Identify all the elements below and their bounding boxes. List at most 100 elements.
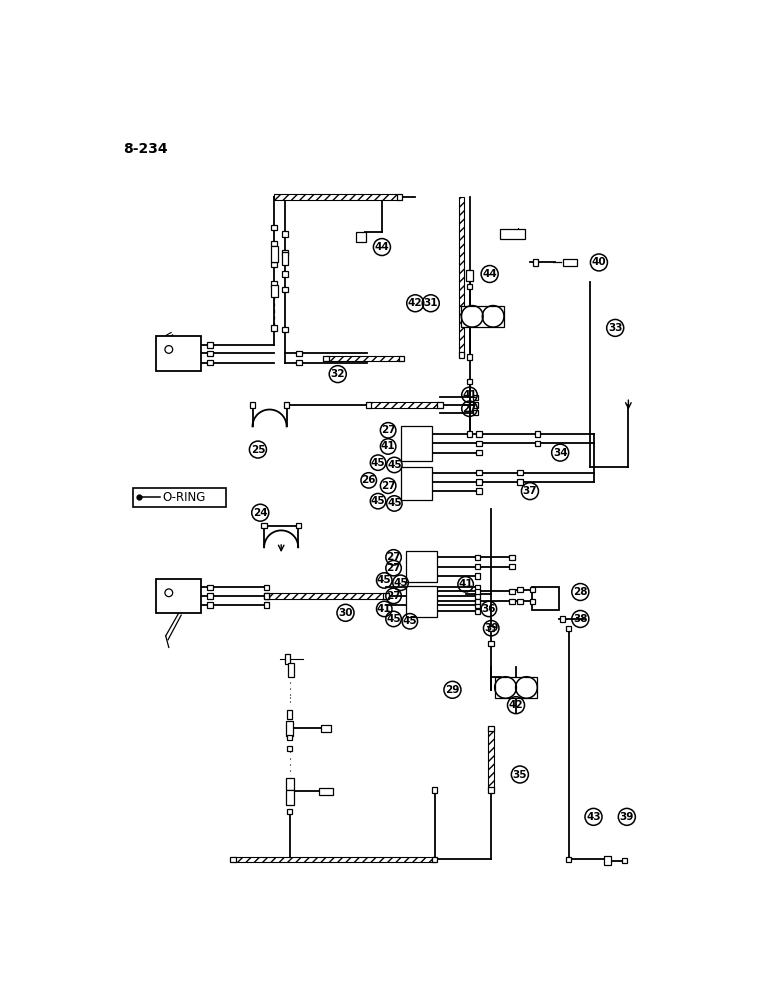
Bar	[401, 467, 432, 500]
Bar	[401, 426, 432, 461]
Bar	[271, 281, 277, 287]
Text: 27: 27	[386, 552, 401, 562]
Bar	[466, 431, 472, 437]
Bar	[495, 677, 537, 698]
Bar	[267, 593, 385, 599]
Bar	[284, 402, 289, 408]
Bar	[287, 746, 292, 751]
Text: 45: 45	[377, 575, 392, 585]
Text: 33: 33	[608, 323, 622, 333]
Bar	[282, 327, 288, 332]
Bar	[287, 809, 292, 814]
Bar	[488, 626, 494, 631]
Text: O-RING: O-RING	[162, 491, 206, 504]
Text: 27: 27	[386, 563, 401, 573]
Bar	[264, 585, 269, 590]
Bar	[157, 579, 201, 613]
Text: 42: 42	[509, 700, 523, 710]
Bar	[250, 402, 255, 408]
Bar	[473, 395, 478, 400]
Text: 45: 45	[386, 614, 401, 624]
Bar	[474, 593, 480, 599]
Bar	[530, 599, 535, 604]
Text: 43: 43	[587, 812, 601, 822]
Bar	[476, 431, 481, 437]
Bar	[207, 342, 213, 348]
Text: 41: 41	[377, 604, 392, 614]
Bar	[296, 351, 302, 356]
Text: 27: 27	[381, 481, 395, 491]
Text: 36: 36	[481, 604, 496, 614]
Text: 27: 27	[463, 404, 477, 414]
Bar	[287, 735, 292, 740]
Text: 44: 44	[482, 269, 497, 279]
Text: 27: 27	[386, 591, 401, 601]
Text: 26: 26	[361, 475, 376, 485]
Bar	[282, 287, 288, 292]
Text: 37: 37	[523, 486, 537, 496]
Text: 41: 41	[463, 390, 477, 400]
Text: 45: 45	[393, 578, 408, 588]
Text: 28: 28	[573, 587, 587, 597]
Bar	[488, 787, 494, 793]
Bar	[319, 788, 333, 795]
Text: 42: 42	[408, 298, 423, 308]
Bar	[466, 354, 472, 360]
Text: 25: 25	[250, 445, 265, 455]
Bar	[517, 599, 523, 604]
Bar	[286, 721, 293, 736]
Bar	[288, 663, 294, 677]
Bar	[476, 488, 481, 494]
Bar	[476, 441, 481, 446]
Text: 41: 41	[381, 441, 395, 451]
Bar	[264, 602, 269, 608]
Text: 45: 45	[387, 460, 402, 470]
Bar	[509, 555, 515, 560]
Bar	[296, 360, 302, 365]
Text: 39: 39	[619, 812, 634, 822]
Bar	[285, 654, 290, 664]
Bar	[473, 410, 478, 415]
Bar	[296, 523, 301, 528]
Bar	[230, 857, 236, 862]
Bar	[509, 564, 515, 569]
Text: 39: 39	[484, 623, 498, 633]
Text: 45: 45	[387, 498, 402, 508]
Bar	[383, 593, 388, 599]
Text: 8-234: 8-234	[123, 142, 168, 156]
Text: 38: 38	[573, 614, 587, 624]
FancyBboxPatch shape	[133, 488, 226, 507]
Bar	[264, 593, 269, 599]
Bar	[399, 356, 404, 361]
Bar	[432, 787, 438, 793]
Bar	[366, 402, 371, 408]
Bar	[397, 194, 402, 200]
Bar	[488, 726, 494, 731]
Bar	[466, 284, 472, 289]
Bar	[285, 790, 293, 805]
Bar	[535, 431, 541, 437]
Bar	[474, 589, 480, 594]
Bar	[474, 585, 480, 590]
Bar	[500, 229, 524, 239]
Text: 45: 45	[370, 458, 385, 468]
Text: 41: 41	[459, 579, 473, 589]
Bar	[474, 555, 480, 560]
Bar	[466, 270, 473, 281]
Bar	[517, 587, 523, 592]
Bar	[271, 225, 277, 230]
Text: 40: 40	[591, 257, 606, 267]
Text: 44: 44	[374, 242, 389, 252]
Bar	[356, 232, 366, 242]
Bar	[474, 602, 480, 608]
Bar	[264, 593, 269, 599]
Bar	[474, 564, 480, 569]
Bar	[517, 479, 523, 485]
Bar	[530, 587, 535, 592]
Bar	[282, 250, 288, 255]
Bar	[476, 450, 481, 455]
Text: 29: 29	[445, 685, 459, 695]
Bar	[207, 602, 213, 608]
Bar	[261, 523, 267, 528]
Bar	[271, 262, 277, 267]
